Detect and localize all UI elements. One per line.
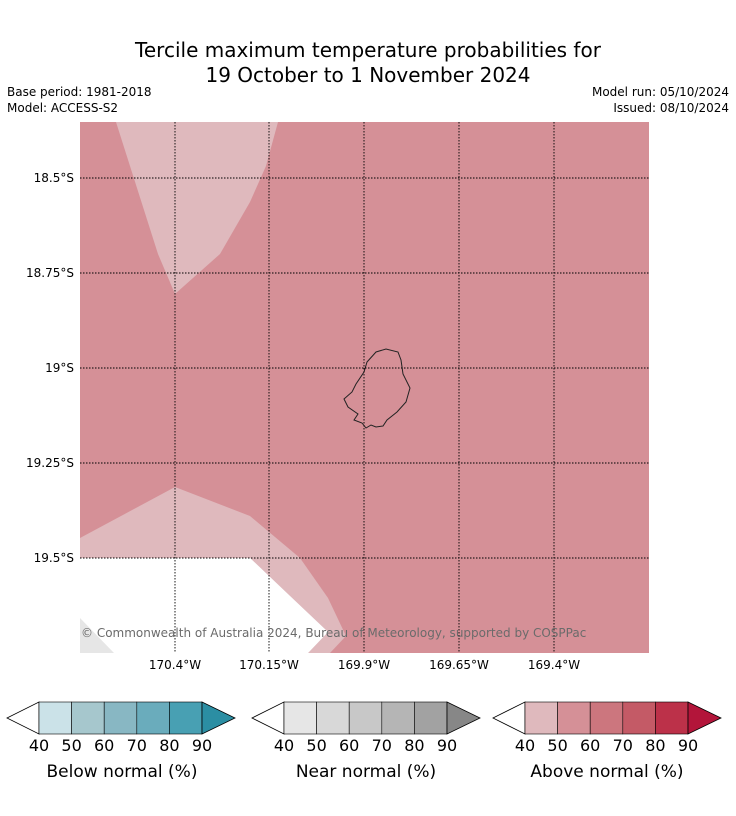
near-normal-tick-60: 60 (339, 736, 360, 755)
lat-label-19-25s: 19.25°S (26, 456, 74, 470)
above-normal-tick-50: 50 (547, 736, 568, 755)
colorbar-title-above-normal: Above normal (%) (530, 762, 684, 782)
near-normal-segment-40-50 (283, 701, 317, 735)
lat-label-18-75s: 18.75°S (26, 266, 74, 280)
meta-right: Model run: 05/10/2024 Issued: 08/10/2024 (592, 84, 729, 116)
lat-label-19-5s: 19.5°S (33, 551, 74, 565)
below-normal-tick-50: 50 (61, 736, 82, 755)
chart-title: Tercile maximum temperature probabilitie… (0, 38, 736, 88)
below-normal-tick-60: 60 (94, 736, 115, 755)
near-normal-lower-extension (251, 701, 285, 735)
colorbar-near-normal (251, 701, 481, 735)
meta-left: Base period: 1981-2018 Model: ACCESS-S2 (7, 84, 152, 116)
below-normal-segment-60-70 (103, 701, 138, 735)
near-normal-segment-80-90 (414, 701, 448, 735)
above-normal-40-50-region-north (116, 122, 278, 294)
below-normal-segment-70-80 (136, 701, 170, 735)
title-line-1: Tercile maximum temperature probabilitie… (135, 38, 601, 62)
near-normal-tick-90: 90 (436, 736, 458, 755)
below-normal-segment-50-60 (71, 701, 105, 735)
above-normal-lower-extension (492, 701, 526, 735)
below-normal-segment-80-90 (169, 701, 203, 735)
near-normal-segment-50-60 (316, 701, 350, 735)
near-normal-upper-extension (446, 701, 481, 735)
near-normal-tick-70: 70 (371, 736, 392, 755)
above-normal-segment-40-50 (524, 701, 558, 735)
colorbar-title-near-normal: Near normal (%) (295, 762, 437, 782)
above-normal-tick-60: 60 (580, 736, 601, 755)
colorbar-below-normal (6, 701, 236, 735)
title-line-2: 19 October to 1 November 2024 (205, 63, 531, 87)
below-normal-lower-extension (6, 701, 40, 735)
no-data-region (80, 558, 328, 653)
near-normal-tick-50: 50 (306, 736, 327, 755)
lat-label-19s: 19°S (45, 361, 74, 375)
base-period-text: Base period: 1981-2018 (7, 85, 152, 99)
below-normal-tick-40: 40 (28, 736, 50, 755)
colorbar-title-below-normal: Below normal (%) (46, 762, 198, 782)
near-normal-segment-70-80 (381, 701, 415, 735)
model-text: Model: ACCESS-S2 (7, 101, 119, 115)
below-normal-tick-80: 80 (159, 736, 180, 755)
below-normal-tick-70: 70 (126, 736, 147, 755)
below-normal-upper-extension (201, 701, 236, 735)
above-normal-segment-80-90 (655, 701, 689, 735)
issued-text: Issued: 08/10/2024 (613, 101, 729, 115)
above-normal-segment-60-70 (589, 701, 624, 735)
lat-label-18-5s: 18.5°S (33, 171, 74, 185)
map-panel[interactable] (80, 122, 649, 653)
lon-label-169-65w: 169.65°W (429, 658, 489, 672)
above-normal-upper-extension (687, 701, 722, 735)
near-normal-tick-40: 40 (273, 736, 295, 755)
map-graticule (80, 122, 649, 653)
above-normal-tick-90: 90 (677, 736, 699, 755)
lon-label-169-9w: 169.9°W (337, 658, 391, 672)
niue-island-outline (343, 348, 411, 429)
above-normal-tick-80: 80 (645, 736, 666, 755)
above-normal-tick-40: 40 (514, 736, 536, 755)
colorbar-above-normal (492, 701, 722, 735)
lon-label-170-4w: 170.4°W (148, 658, 202, 672)
near-normal-tick-80: 80 (404, 736, 425, 755)
near-normal-segment-60-70 (348, 701, 383, 735)
lon-label-169-4w: 169.4°W (527, 658, 581, 672)
above-normal-segment-50-60 (557, 701, 591, 735)
above-normal-tick-70: 70 (612, 736, 633, 755)
copyright-notice: © Commonwealth of Australia 2024, Bureau… (81, 626, 587, 640)
lon-label-170-15w: 170.15°W (239, 658, 299, 672)
below-normal-tick-90: 90 (191, 736, 213, 755)
above-normal-segment-70-80 (622, 701, 656, 735)
below-normal-segment-40-50 (38, 701, 72, 735)
model-run-text: Model run: 05/10/2024 (591, 85, 729, 99)
